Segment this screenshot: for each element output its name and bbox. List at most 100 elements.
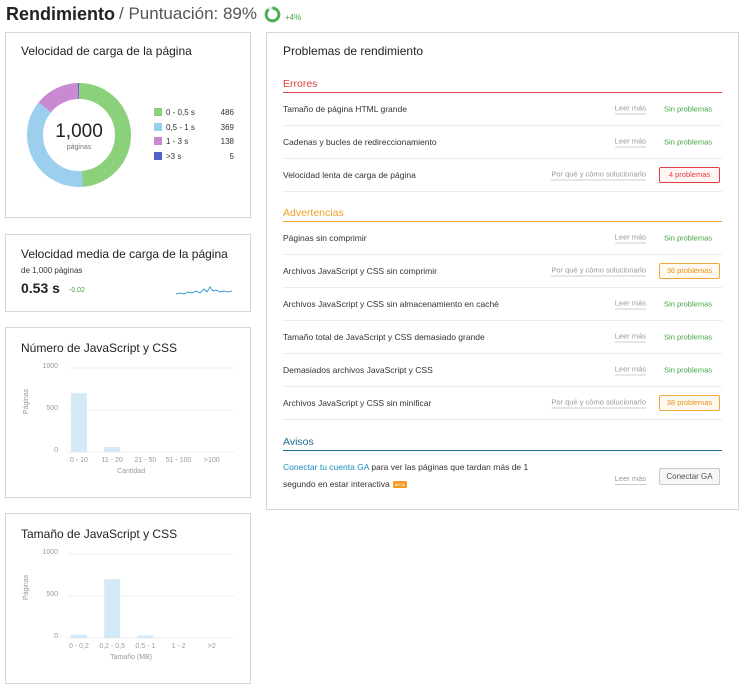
problem-row: Archivos JavaScript y CSS sin comprimir P… bbox=[283, 255, 722, 288]
problem-row: Velocidad lenta de carga de página Por qu… bbox=[283, 159, 722, 192]
load-speed-title: Velocidad de carga de la página bbox=[21, 44, 192, 58]
no-problems-status: Sin problemas bbox=[664, 299, 712, 309]
score-delta: +4% bbox=[285, 12, 302, 22]
errors-divider bbox=[283, 92, 722, 93]
x-tick-label: 1 - 2 bbox=[171, 643, 186, 650]
legend-value: 138 bbox=[220, 137, 234, 146]
avg-speed-subtitle: de 1,000 páginas bbox=[21, 266, 83, 275]
notices-divider bbox=[283, 450, 722, 451]
no-problems-status: Sin problemas bbox=[664, 233, 712, 243]
x-tick-label: 21 - 50 bbox=[134, 457, 157, 464]
x-tick-label: 11 - 20 bbox=[101, 457, 123, 464]
avg-speed-delta: -0.02 bbox=[69, 287, 85, 294]
bar bbox=[104, 446, 121, 452]
problem-help-link[interactable]: Por qué y cómo solucionarlo bbox=[551, 265, 646, 277]
ga-notice-text: Conectar tu cuenta GA para ver las págin… bbox=[283, 459, 553, 493]
problem-label: Archivos JavaScript y CSS sin minificar bbox=[283, 398, 432, 408]
bar bbox=[71, 634, 87, 638]
problem-row: Cadenas y bucles de redireccionamiento Le… bbox=[283, 126, 722, 159]
beta-badge: BETA bbox=[392, 481, 407, 489]
legend-swatch bbox=[154, 108, 162, 116]
problem-row: Tamaño total de JavaScript y CSS demasia… bbox=[283, 321, 722, 354]
problem-help-link[interactable]: Leer más bbox=[614, 298, 646, 310]
legend-value: 5 bbox=[229, 151, 234, 161]
bar bbox=[137, 635, 154, 638]
legend-item: 0,5 - 1 s 369 bbox=[154, 122, 234, 132]
y-tick-label: 500 bbox=[46, 591, 58, 598]
y-axis-label: Páginas bbox=[23, 574, 31, 601]
problem-help-link[interactable]: Leer más bbox=[614, 232, 646, 244]
problem-row: Páginas sin comprimir Leer más Sin problem… bbox=[283, 222, 722, 255]
js-css-count-title: Número de JavaScript y CSS bbox=[21, 341, 178, 355]
problem-label: Tamaño total de JavaScript y CSS demasia… bbox=[283, 332, 485, 342]
legend-value: 369 bbox=[220, 122, 234, 132]
legend-item: 0 - 0,5 s 486 bbox=[154, 108, 234, 117]
problem-label: Cadenas y bucles de redireccionamiento bbox=[283, 137, 437, 147]
js-css-size-title: Tamaño de JavaScript y CSS bbox=[21, 527, 178, 541]
no-problems-status: Sin problemas bbox=[664, 332, 712, 342]
problem-count-badge[interactable]: 4 problemas bbox=[659, 167, 720, 183]
avg-speed-title: Velocidad media de carga de la página bbox=[21, 247, 228, 261]
no-problems-status: Sin problemas bbox=[664, 104, 712, 114]
connect-ga-button[interactable]: Conectar GA bbox=[659, 468, 720, 485]
problem-help-link[interactable]: Leer más bbox=[614, 136, 646, 148]
donut-slice bbox=[27, 83, 131, 187]
js-css-count-card: Número de JavaScript y CSS 1000 500 0 0 - 1… bbox=[5, 327, 251, 498]
legend-swatch bbox=[154, 137, 162, 145]
problem-help-link[interactable]: Por qué y cómo solucionarlo bbox=[551, 397, 646, 409]
problem-count-badge[interactable]: 38 problemas bbox=[659, 395, 720, 411]
score-ring-icon bbox=[264, 6, 281, 22]
legend-swatch bbox=[154, 122, 162, 131]
bar-chart-svg bbox=[68, 553, 234, 639]
bar-chart-svg bbox=[68, 367, 234, 453]
js-css-size-card: Tamaño de JavaScript y CSS 1000 500 0 0 - 0… bbox=[5, 513, 251, 684]
legend-label: >3 s bbox=[166, 151, 182, 161]
problem-label: Páginas sin comprimir bbox=[283, 233, 367, 243]
load-speed-donut bbox=[27, 83, 131, 187]
problem-label: Demasiados archivos JavaScript y CSS bbox=[283, 365, 433, 375]
problem-help-link[interactable]: Leer más bbox=[614, 331, 646, 343]
y-axis-label: Páginas bbox=[23, 388, 31, 415]
page-title: Rendimiento bbox=[6, 3, 116, 24]
problem-help-link[interactable]: Por qué y cómo solucionarlo bbox=[551, 169, 646, 181]
avg-speed-sparkline bbox=[176, 286, 232, 295]
warnings-section-title: Advertencias bbox=[283, 207, 344, 219]
ga-read-more-link[interactable]: Leer más bbox=[614, 474, 646, 485]
problem-label: Archivos JavaScript y CSS sin almacenami… bbox=[283, 299, 499, 309]
problems-title: Problemas de rendimiento bbox=[283, 44, 424, 58]
y-tick-label: 0 bbox=[54, 633, 58, 640]
x-tick-label: 0 - 0,2 bbox=[69, 643, 89, 650]
problem-help-link[interactable]: Leer más bbox=[614, 364, 646, 376]
x-tick-label: 51 - 100 bbox=[165, 457, 192, 464]
page-header: Rendimiento / Puntuación: 89% +4% bbox=[6, 2, 301, 26]
y-tick-label: 1000 bbox=[42, 363, 58, 370]
legend-swatch bbox=[154, 151, 162, 160]
x-axis-label: Tamaño (MB) bbox=[110, 654, 153, 661]
avg-speed-value: 0.53 s bbox=[21, 280, 60, 296]
load-speed-card: Velocidad de carga de la página 1,000 pá… bbox=[5, 32, 251, 218]
problem-help-link[interactable]: Leer más bbox=[614, 103, 646, 115]
avg-speed-card: Velocidad media de carga de la página de… bbox=[5, 234, 251, 312]
problem-count-badge[interactable]: 36 problemas bbox=[659, 263, 720, 279]
warnings-divider bbox=[283, 221, 722, 222]
x-tick-label: >2 bbox=[207, 643, 216, 650]
connect-ga-link[interactable]: Conectar tu cuenta GA bbox=[283, 462, 369, 472]
legend-label: 0,5 - 1 s bbox=[166, 122, 195, 132]
score-label: / Puntuación: 89% bbox=[119, 4, 257, 23]
y-tick-label: 0 bbox=[54, 447, 58, 454]
problems-card: Problemas de rendimiento Errores Tamaño … bbox=[266, 32, 739, 510]
legend-value: 486 bbox=[220, 108, 234, 117]
problem-label: Velocidad lenta de carga de página bbox=[283, 170, 416, 180]
y-tick-label: 500 bbox=[46, 405, 58, 412]
errors-section-title: Errores bbox=[283, 78, 318, 90]
donut-total-unit: páginas bbox=[66, 144, 92, 151]
donut-total: 1,000 bbox=[55, 121, 103, 142]
legend-item: 1 - 3 s 138 bbox=[154, 137, 234, 146]
x-tick-label: 0,5 - 1 bbox=[135, 643, 156, 650]
no-problems-status: Sin problemas bbox=[664, 365, 712, 375]
ga-notice-description: para ver las páginas que tardan más de 1… bbox=[283, 462, 529, 489]
bar bbox=[104, 579, 121, 638]
legend-label: 0 - 0,5 s bbox=[166, 108, 195, 117]
x-tick-label: 0,2 - 0,5 bbox=[99, 643, 125, 650]
bar bbox=[71, 393, 87, 452]
